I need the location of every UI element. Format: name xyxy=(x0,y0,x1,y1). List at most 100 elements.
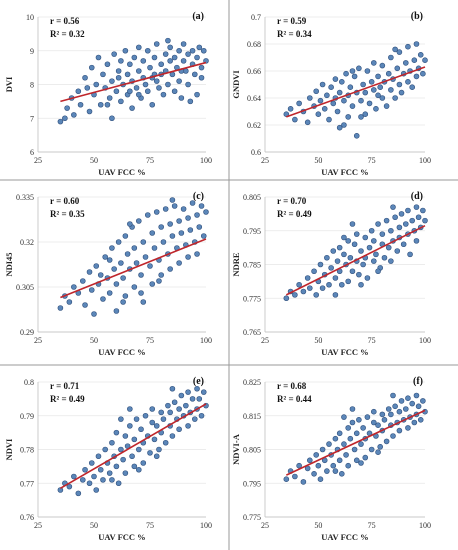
x-tick-label: 25 xyxy=(34,521,42,530)
data-point xyxy=(383,217,390,224)
data-point xyxy=(349,268,356,275)
y-tick-label: 0.795 xyxy=(243,479,261,488)
data-point xyxy=(370,87,377,93)
data-point xyxy=(345,114,352,120)
data-point xyxy=(345,238,352,244)
data-point xyxy=(304,119,311,126)
data-point xyxy=(189,200,196,206)
data-point xyxy=(167,266,173,272)
y-tick-label: 0.32 xyxy=(20,238,34,247)
data-point xyxy=(364,68,371,74)
trend-line xyxy=(60,238,207,299)
data-point xyxy=(347,84,354,90)
data-point xyxy=(400,241,407,248)
data-point xyxy=(122,433,129,439)
data-point xyxy=(409,400,416,407)
data-point xyxy=(392,95,398,101)
data-point xyxy=(71,112,77,118)
data-point xyxy=(203,209,209,215)
r-value-label: r = 0.70 xyxy=(277,196,307,206)
data-point xyxy=(362,89,369,96)
data-point xyxy=(144,47,151,54)
data-point xyxy=(385,70,392,77)
data-point xyxy=(100,71,106,78)
data-point xyxy=(118,446,124,453)
data-point xyxy=(328,265,334,271)
data-point xyxy=(396,408,403,415)
data-point xyxy=(133,260,140,266)
data-point xyxy=(409,84,416,90)
data-point xyxy=(200,47,207,54)
data-point xyxy=(138,272,144,278)
data-point xyxy=(415,214,422,221)
panel-letter: (f) xyxy=(413,376,423,387)
data-point xyxy=(86,108,93,115)
data-point xyxy=(185,254,191,260)
data-point xyxy=(95,54,102,61)
data-point xyxy=(300,479,307,485)
data-point xyxy=(122,233,129,239)
scatter-panel-4: 0.765 0.775 0.785 0.795 0.805 25 50 75 100 UAV FC… xyxy=(231,191,431,357)
y-tick-label: 0.335 xyxy=(16,193,34,202)
data-point xyxy=(106,290,113,296)
data-point xyxy=(420,398,426,404)
data-point xyxy=(194,212,200,218)
data-point xyxy=(405,207,411,214)
data-point xyxy=(82,302,88,308)
data-point xyxy=(158,224,164,230)
data-point xyxy=(336,430,343,437)
data-point xyxy=(84,85,91,91)
x-tick-label: 100 xyxy=(419,336,431,345)
data-point xyxy=(127,221,133,227)
data-point xyxy=(300,288,307,295)
data-point xyxy=(347,435,354,442)
data-point xyxy=(317,476,324,483)
data-point xyxy=(66,299,73,305)
data-point xyxy=(292,292,298,298)
data-point xyxy=(66,483,73,490)
data-point xyxy=(136,44,142,51)
data-point xyxy=(162,51,169,57)
data-point xyxy=(349,103,356,109)
data-point xyxy=(292,473,298,480)
data-point xyxy=(349,221,356,227)
data-point xyxy=(192,416,198,422)
r-squared-label: R² = 0.35 xyxy=(50,209,85,219)
x-axis-title: UAV FCC % xyxy=(98,167,145,177)
data-point xyxy=(183,402,189,409)
data-point xyxy=(341,441,347,447)
data-point xyxy=(91,473,97,480)
data-point xyxy=(413,238,420,244)
data-point xyxy=(402,406,409,412)
data-point xyxy=(370,258,377,264)
data-point xyxy=(194,54,200,61)
x-tick-label: 25 xyxy=(261,156,269,165)
y-axis-title: GNDVI xyxy=(231,70,241,99)
data-point xyxy=(407,251,413,258)
data-point xyxy=(283,476,290,483)
data-point xyxy=(405,79,411,85)
data-point xyxy=(93,81,100,88)
data-point xyxy=(151,436,158,443)
data-point xyxy=(109,245,115,251)
data-point xyxy=(109,78,115,84)
data-point xyxy=(153,453,160,460)
data-point xyxy=(97,466,104,473)
data-point xyxy=(356,271,362,278)
data-point xyxy=(362,454,369,461)
y-tick-label: 0.62 xyxy=(247,121,261,130)
data-point xyxy=(370,408,377,415)
data-point xyxy=(167,409,173,416)
x-tick-label: 25 xyxy=(261,521,269,530)
data-point xyxy=(160,416,167,422)
data-point xyxy=(287,106,294,112)
y-tick-label: 0.785 xyxy=(243,261,261,270)
data-point xyxy=(158,61,164,68)
x-tick-label: 100 xyxy=(200,156,212,165)
data-point xyxy=(390,204,396,210)
data-point xyxy=(178,230,185,236)
data-point xyxy=(358,460,364,466)
data-point xyxy=(379,95,386,101)
data-point xyxy=(136,68,142,74)
data-point xyxy=(324,254,330,261)
